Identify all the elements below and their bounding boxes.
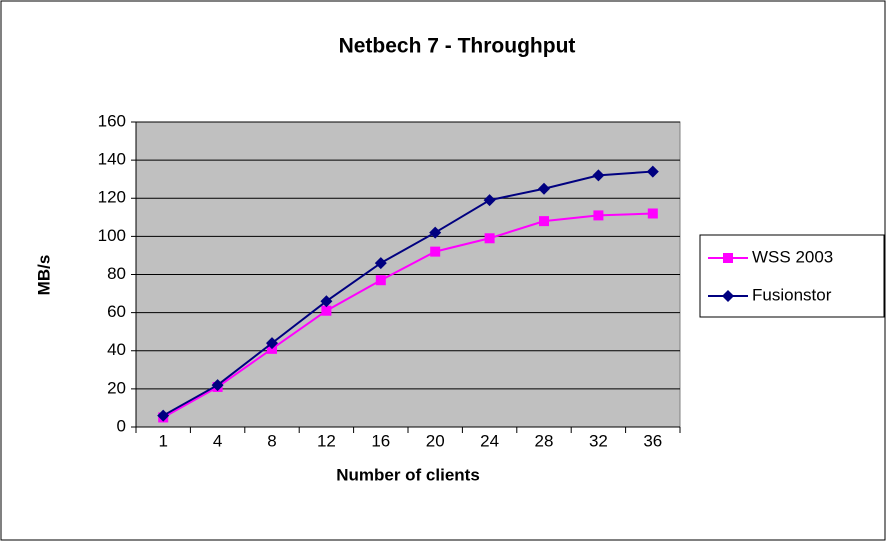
marker — [483, 194, 496, 207]
series-line — [162, 170, 653, 417]
marker — [321, 305, 332, 316]
marker — [266, 337, 278, 350]
x-tick-label: 12 — [317, 431, 336, 450]
x-tick-label: 24 — [480, 431, 499, 450]
legend-box — [699, 234, 885, 318]
x-tick-label: 4 — [213, 431, 222, 450]
marker — [722, 290, 734, 302]
x-tick-label: 20 — [426, 431, 445, 450]
marker — [647, 208, 658, 219]
marker — [592, 169, 605, 182]
y-tick-label: 160 — [98, 111, 126, 130]
series-line — [162, 212, 653, 419]
marker — [430, 246, 441, 257]
legend-label: Fusionstor — [752, 285, 832, 304]
x-tick-label: 36 — [643, 431, 662, 450]
x-tick-label: 28 — [535, 431, 554, 450]
y-tick-label: 140 — [98, 150, 126, 169]
marker — [538, 182, 550, 195]
y-tick-label: 0 — [117, 416, 126, 435]
marker — [723, 253, 733, 263]
marker — [320, 295, 333, 308]
x-tick-label: 1 — [158, 431, 167, 450]
x-tick-label: 8 — [267, 431, 276, 450]
marker — [375, 275, 386, 286]
chart-title: Netbech 7 - Throughput — [339, 35, 576, 58]
legend-label: WSS 2003 — [752, 247, 833, 266]
marker — [157, 409, 170, 422]
marker — [211, 379, 224, 392]
marker — [593, 210, 604, 221]
y-axis-title: MB/s — [34, 255, 53, 296]
y-tick-label: 120 — [98, 188, 126, 207]
marker — [484, 233, 495, 244]
y-tick-label: 60 — [107, 302, 126, 321]
y-tick-label: 100 — [98, 226, 126, 245]
y-tick-label: 80 — [107, 264, 126, 283]
marker — [539, 216, 549, 227]
x-axis-title: Number of clients — [336, 465, 480, 484]
marker — [374, 257, 387, 270]
x-tick-label: 32 — [589, 431, 608, 450]
y-tick-label: 40 — [107, 340, 126, 359]
x-tick-label: 16 — [371, 431, 390, 450]
marker — [429, 226, 442, 239]
marker — [646, 165, 659, 178]
y-tick-label: 20 — [107, 378, 126, 397]
